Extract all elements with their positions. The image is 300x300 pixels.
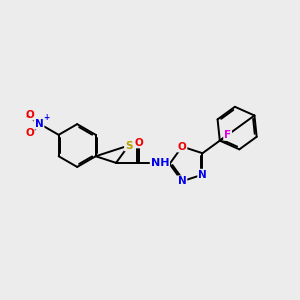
Text: O: O bbox=[25, 128, 34, 138]
Text: +: + bbox=[43, 113, 49, 122]
Text: O: O bbox=[178, 142, 187, 152]
Text: S: S bbox=[125, 140, 132, 151]
Text: N: N bbox=[198, 169, 207, 180]
Text: N: N bbox=[35, 118, 44, 129]
Text: O: O bbox=[134, 137, 143, 148]
Text: -: - bbox=[25, 112, 30, 122]
Text: O: O bbox=[25, 110, 34, 120]
Text: N: N bbox=[178, 176, 187, 186]
Text: NH: NH bbox=[151, 158, 169, 168]
Text: F: F bbox=[224, 130, 231, 140]
